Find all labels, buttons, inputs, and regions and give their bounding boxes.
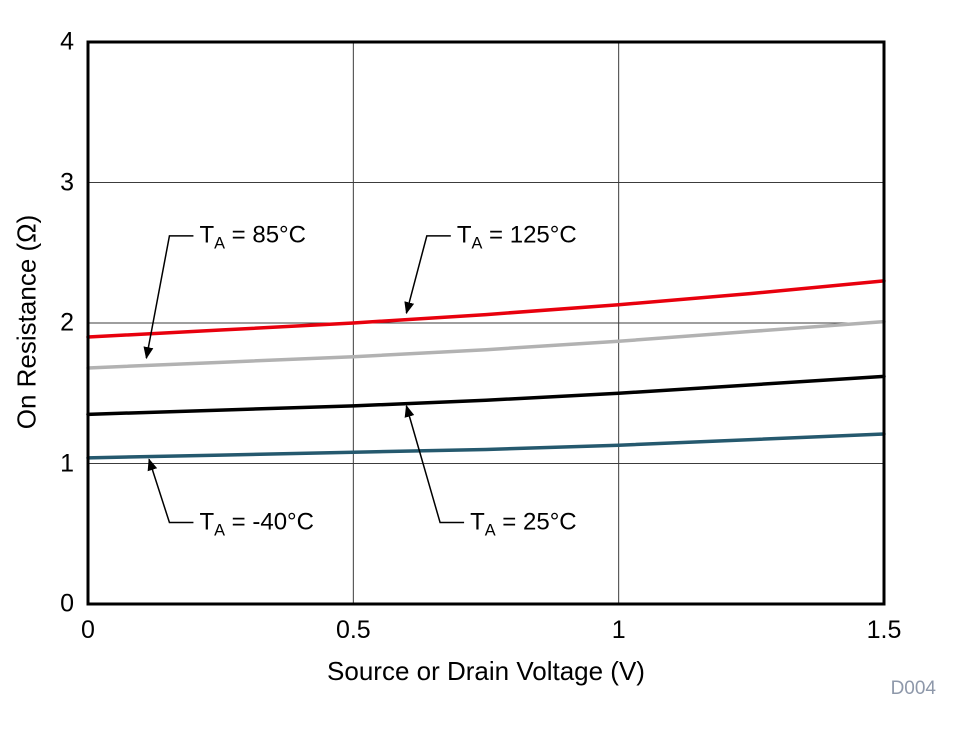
y-tick-label: 1 xyxy=(60,449,74,477)
y-axis-title: On Resistance (Ω) xyxy=(11,214,42,430)
annotation-label-ta-25c: TA = 25°C xyxy=(470,508,577,539)
x-tick-label: 0 xyxy=(81,616,95,644)
x-tick-label: 0.5 xyxy=(335,616,371,644)
annotation-arrow-ta-85c xyxy=(143,235,194,360)
series-line-ta-minus40c xyxy=(86,432,886,460)
annotation-label-ta-85c: TA = 85°C xyxy=(199,221,306,253)
plot-border xyxy=(86,40,886,606)
series-line-ta-25c xyxy=(86,374,886,417)
y-tick-label: 3 xyxy=(60,168,74,196)
annotation-label-ta-125c: TA = 125°C xyxy=(456,221,577,253)
plot-id-watermark: D004 xyxy=(890,678,936,699)
series-line-ta-125c xyxy=(86,279,886,339)
annotation-arrow-ta-minus40c xyxy=(147,458,194,524)
x-tick-label: 1.5 xyxy=(866,616,902,644)
y-tick-label: 2 xyxy=(60,308,74,337)
series-line-ta-85c xyxy=(86,319,886,370)
x-tick-label: 1 xyxy=(611,616,626,644)
annotation-arrow-ta-125c xyxy=(404,235,451,315)
x-axis-title: Source or Drain Voltage (V) xyxy=(327,656,645,686)
y-tick-label: 4 xyxy=(60,27,74,56)
annotation-label-ta-minus40c: TA = -40°C xyxy=(199,508,314,539)
y-tick-label: 0 xyxy=(60,589,74,618)
annotation-arrow-ta-25c xyxy=(404,404,465,524)
